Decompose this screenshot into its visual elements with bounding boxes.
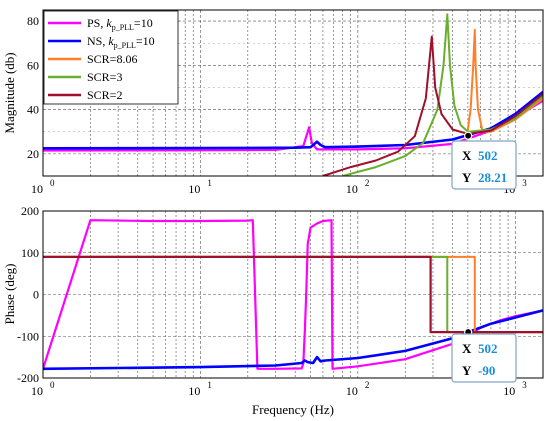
x-tick-label: 10 [31, 182, 43, 196]
magnitude-datatip[interactable]: X 502 Y 28.21 [451, 140, 517, 190]
datatip-point[interactable] [464, 131, 473, 140]
y-tick-label: 200 [21, 204, 39, 218]
magnitude-legend: PS, kp_PLL=10 NS, kp_PLL=10 SCR=8.06 SCR=3 S… [43, 10, 179, 105]
phase-datatip[interactable]: X 502 Y -90 [451, 333, 517, 383]
legend-entry-label: SCR=2 [87, 88, 122, 102]
legend-entry-label: NS, kp_PLL=10 [87, 34, 155, 50]
phase-y-ticks: -200 -100 0 100 200 [17, 204, 39, 385]
phase-frame [42, 210, 544, 379]
x-tick-exponent: 2 [365, 178, 370, 188]
x-tick-exponent: 0 [50, 178, 55, 188]
y-tick-label: 40 [27, 103, 39, 117]
y-tick-label: 0 [33, 288, 39, 302]
datatip-y-value: -90 [478, 363, 495, 378]
legend-box [43, 10, 179, 105]
series-line [43, 90, 543, 150]
datatip-box [451, 140, 517, 190]
y-tick-label: 20 [27, 147, 39, 161]
datatip-x-value: 502 [478, 341, 498, 356]
legend-entry-label: PS, kp_PLL=10 [87, 16, 153, 32]
y-tick-label: -200 [17, 371, 39, 385]
x-tick-exponent: 2 [365, 380, 370, 390]
y-tick-label: 80 [27, 14, 39, 28]
x-tick-exponent: 1 [207, 178, 212, 188]
series-line [342, 13, 543, 176]
datatip-x-label: X [462, 148, 472, 163]
series-line [322, 35, 543, 176]
series-line [43, 255, 543, 334]
x-tick-label: 10 [346, 182, 358, 196]
phase-x-ticks: 10 0 10 1 10 2 10 3 [31, 380, 527, 398]
legend-entry-label: SCR=8.06 [87, 52, 137, 66]
legend-entry-label: SCR=3 [87, 70, 122, 84]
datatip-y-label: Y [462, 363, 472, 378]
x-tick-exponent: 3 [522, 380, 527, 390]
datatip-y-value: 28.21 [478, 170, 507, 185]
x-tick-label: 10 [188, 384, 200, 398]
x-tick-label: 10 [188, 182, 200, 196]
magnitude-frame [42, 9, 544, 177]
magnitude-y-ticks: 20 40 60 80 [27, 14, 39, 161]
magnitude-datatip-marker[interactable] [464, 131, 473, 140]
x-tick-exponent: 3 [522, 178, 527, 188]
datatip-x-label: X [462, 341, 472, 356]
x-tick-label: 10 [31, 384, 43, 398]
y-tick-label: 60 [27, 58, 39, 72]
phase-x-axis-label: Frequency (Hz) [252, 402, 334, 417]
phase-y-axis-label: Phase (deg) [2, 263, 17, 324]
x-tick-label: 10 [346, 384, 358, 398]
magnitude-y-axis-label: Magnitude (db) [2, 52, 17, 133]
x-tick-exponent: 0 [50, 380, 55, 390]
datatip-x-value: 502 [478, 148, 498, 163]
y-tick-label: -100 [17, 329, 39, 343]
y-tick-label: 100 [21, 246, 39, 260]
datatip-y-label: Y [462, 170, 472, 185]
x-tick-exponent: 1 [207, 380, 212, 390]
x-tick-label: 10 [503, 384, 515, 398]
datatip-box [451, 333, 517, 383]
